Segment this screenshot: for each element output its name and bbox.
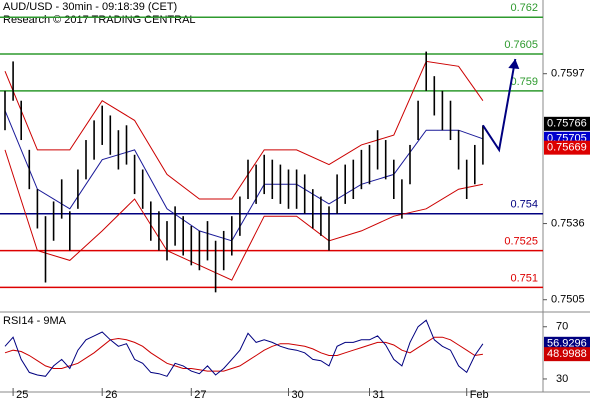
x-tick-label: 30 <box>292 389 304 400</box>
rsi-line <box>4 336 483 372</box>
x-tick-label: 26 <box>105 389 117 400</box>
rsi-title: RSI14 - 9MA <box>3 315 67 327</box>
chart-title: AUD/USD - 30min - 09:18:39 (CET) <box>3 1 177 13</box>
y-tick-label: 30 <box>556 373 568 385</box>
x-tick-label: 27 <box>194 389 206 400</box>
price-badge <box>544 140 590 155</box>
x-tick-label: Feb <box>470 389 489 400</box>
price-badge <box>544 116 590 131</box>
y-tick-label: 70 <box>556 321 568 333</box>
lower-band <box>4 149 483 281</box>
arrow-head <box>508 58 520 69</box>
forecast-arrow <box>482 58 517 153</box>
level-label: 0.754 <box>510 199 538 211</box>
rsi-badge-label: 48.9988 <box>547 348 587 360</box>
y-tick-label: 0.7536 <box>551 217 585 229</box>
level-label: 0.762 <box>510 2 538 14</box>
level-label: 0.7525 <box>504 235 538 247</box>
y-tick-label: 0.7505 <box>551 294 585 306</box>
rsi-line <box>4 319 484 377</box>
rsi-badge-label: 56.9296 <box>547 338 587 350</box>
chart-subtitle: Research © 2017 TRADING CENTRAL <box>3 14 196 26</box>
level-label: 0.751 <box>510 272 538 284</box>
price-badge-label: 0.75669 <box>547 142 587 154</box>
x-tick-label: 31 <box>373 389 385 400</box>
rsi-badge <box>544 347 590 362</box>
level-label: 0.7605 <box>504 39 538 51</box>
price-badge-label: 0.75766 <box>547 118 587 130</box>
level-label: 0.759 <box>510 76 538 88</box>
y-tick-label: 0.7597 <box>551 68 585 80</box>
x-tick-label: 25 <box>16 389 28 400</box>
